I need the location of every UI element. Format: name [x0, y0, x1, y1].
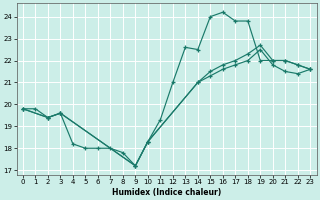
X-axis label: Humidex (Indice chaleur): Humidex (Indice chaleur)	[112, 188, 221, 197]
